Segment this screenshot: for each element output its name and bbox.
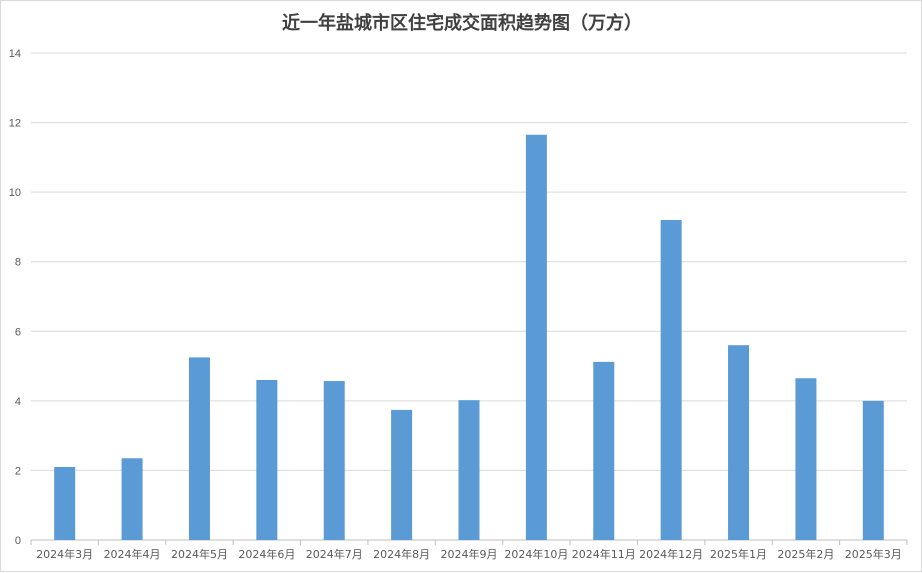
x-tick-label: 2024年9月 xyxy=(441,547,498,561)
y-tick-label: 2 xyxy=(15,465,21,477)
x-tick-label: 2025年3月 xyxy=(845,547,902,561)
y-tick-label: 6 xyxy=(15,326,21,338)
x-tick-label: 2025年2月 xyxy=(777,547,834,561)
x-tick-label: 2025年1月 xyxy=(710,547,767,561)
bar xyxy=(525,134,547,540)
y-tick-label: 10 xyxy=(9,187,21,199)
x-tick-label: 2024年5月 xyxy=(171,547,228,561)
bar xyxy=(728,345,750,540)
x-tick-label: 2024年11月 xyxy=(572,547,636,561)
bar xyxy=(795,378,817,540)
bar xyxy=(660,219,682,540)
x-tick-label: 2024年12月 xyxy=(639,547,703,561)
y-tick-label: 0 xyxy=(15,535,21,547)
x-tick-label: 2024年6月 xyxy=(238,547,295,561)
chart-title: 近一年盐城市区住宅成交面积趋势图（万方） xyxy=(282,13,642,34)
x-tick-label: 2024年3月 xyxy=(36,547,93,561)
bar xyxy=(188,357,210,540)
x-tick-label: 2024年7月 xyxy=(306,547,363,561)
bar xyxy=(593,361,615,540)
y-tick-label: 4 xyxy=(15,396,21,408)
bar xyxy=(391,409,413,540)
x-tick-label: 2024年4月 xyxy=(104,547,161,561)
bar xyxy=(862,400,884,540)
y-tick-label: 8 xyxy=(15,257,21,269)
bar xyxy=(256,379,278,540)
y-tick-label: 12 xyxy=(9,118,21,130)
x-tick-label: 2024年10月 xyxy=(504,547,568,561)
bar xyxy=(323,381,345,540)
x-tick-label: 2024年8月 xyxy=(373,547,430,561)
y-tick-label: 14 xyxy=(9,48,21,60)
bar xyxy=(458,400,480,540)
bar xyxy=(121,458,143,540)
bar xyxy=(54,466,76,540)
